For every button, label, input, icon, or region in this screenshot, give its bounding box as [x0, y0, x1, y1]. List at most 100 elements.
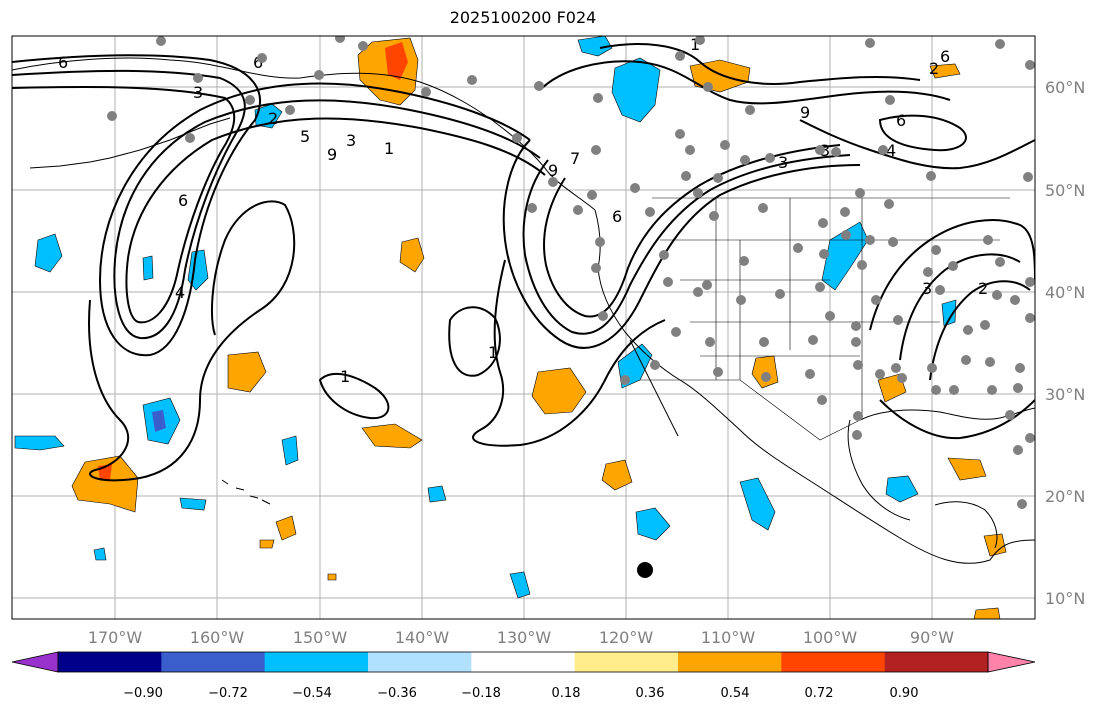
- colorbar-tick-label: −0.54: [292, 686, 332, 701]
- station-marker: [815, 145, 825, 155]
- gulf-mexico-west: [847, 419, 911, 521]
- contour-line: [318, 372, 390, 420]
- station-marker: [805, 369, 815, 379]
- colorbar-tick-label: 0.72: [805, 686, 834, 701]
- colorbar-tick-label: −0.36: [377, 686, 417, 701]
- station-marker: [775, 289, 785, 299]
- contour-label: 3: [346, 131, 356, 150]
- station-marker: [695, 36, 705, 45]
- contour-line: [878, 114, 967, 152]
- contour-lines: [12, 43, 1035, 482]
- station-marker: [720, 140, 730, 150]
- contour-label: 9: [800, 103, 810, 122]
- contour-label: 6: [58, 53, 68, 72]
- shade-blue-blob: [739, 477, 776, 531]
- lon-tick-label: 170°W: [88, 628, 143, 647]
- station-marker: [1025, 60, 1035, 70]
- station-marker: [865, 38, 875, 48]
- station-marker: [467, 75, 477, 85]
- station-marker: [857, 260, 867, 270]
- colorbar-tick-label: 0.36: [636, 686, 665, 701]
- station-marker: [685, 145, 695, 155]
- contour-line: [879, 399, 1035, 440]
- station-marker: [1025, 433, 1035, 443]
- shade-blue-blob: [34, 233, 63, 273]
- station-marker: [591, 263, 601, 273]
- contour-label: 4: [886, 141, 896, 160]
- contour-label: 3: [193, 83, 203, 102]
- colorbar-tick-label: 0.90: [890, 686, 919, 701]
- station-marker: [314, 70, 324, 80]
- station-marker: [851, 321, 861, 331]
- lat-tick-label: 40°N: [1045, 283, 1085, 302]
- shade-blue-blob: [427, 485, 447, 503]
- coastlines: [12, 57, 1035, 564]
- station-marker: [595, 237, 605, 247]
- station-marker: [853, 411, 863, 421]
- station-marker: [650, 360, 660, 370]
- contour-label: 2: [978, 279, 988, 298]
- contour-line: [472, 259, 666, 447]
- station-marker: [630, 183, 640, 193]
- map-frame: [11, 35, 1036, 620]
- contour-label: 7: [570, 149, 580, 168]
- colorbar-segment: [574, 652, 679, 672]
- station-marker: [681, 171, 691, 181]
- station-marker: [705, 337, 715, 347]
- shade-blue-blob: [635, 507, 671, 541]
- contour-labels: 6 6 3 2 5 3 1 6 9 4 1 1 1 7 9 6 3 9 6 3 …: [58, 36, 988, 386]
- station-marker: [761, 372, 771, 382]
- station-marker: [257, 53, 267, 63]
- station-marker: [963, 325, 973, 335]
- contour-label: 4: [175, 283, 185, 302]
- station-marker: [245, 95, 255, 105]
- shade-orange-blob: [531, 367, 587, 415]
- station-marker: [659, 250, 669, 260]
- contour-label: 3: [820, 141, 830, 160]
- contour-label: 9: [327, 145, 337, 164]
- station-marker: [185, 133, 195, 143]
- contour-label: 1: [488, 343, 498, 362]
- shade-orange-blob: [259, 539, 275, 549]
- station-marker: [995, 39, 1005, 49]
- station-marker: [739, 256, 749, 266]
- station-marker: [1023, 172, 1033, 182]
- shade-blue-blob: [941, 299, 957, 327]
- station-marker: [1010, 295, 1020, 305]
- contour-line: [799, 119, 1035, 170]
- station-marker: [675, 51, 685, 61]
- shade-orange-blob: [601, 459, 633, 491]
- shade-blue-blob: [14, 435, 65, 451]
- station-marker: [980, 320, 990, 330]
- colorbar-labels: −0.90 −0.72 −0.54 −0.36 −0.18 0.18 0.36 …: [123, 686, 918, 701]
- station-marker: [793, 243, 803, 253]
- shade-orange-blob: [751, 355, 779, 389]
- station-marker: [893, 315, 903, 325]
- station-marker: [1015, 363, 1025, 373]
- station-marker: [758, 203, 768, 213]
- contour-line: [12, 86, 546, 324]
- station-marker: [573, 205, 583, 215]
- station-marker: [875, 369, 885, 379]
- station-marker: [825, 311, 835, 321]
- station-marker: [713, 173, 723, 183]
- station-marker: [193, 73, 203, 83]
- contour-label: 1: [384, 139, 394, 158]
- station-marker: [527, 203, 537, 213]
- lon-axis: 170°W 160°W 150°W 140°W 130°W 120°W 110°…: [88, 628, 954, 647]
- colorbar-segment: [678, 652, 782, 672]
- station-markers: [107, 36, 1035, 509]
- station-marker: [693, 188, 703, 198]
- shade-orange-blob: [929, 63, 961, 79]
- shade-purple-blob: [152, 410, 166, 432]
- station-marker: [740, 155, 750, 165]
- station-marker: [1013, 445, 1023, 455]
- station-marker: [548, 177, 558, 187]
- station-marker: [995, 257, 1005, 267]
- lat-tick-label: 20°N: [1045, 487, 1085, 506]
- station-marker: [745, 105, 755, 115]
- station-marker: [593, 93, 603, 103]
- lat-tick-label: 50°N: [1045, 181, 1085, 200]
- station-marker: [620, 375, 630, 385]
- station-marker: [927, 363, 937, 373]
